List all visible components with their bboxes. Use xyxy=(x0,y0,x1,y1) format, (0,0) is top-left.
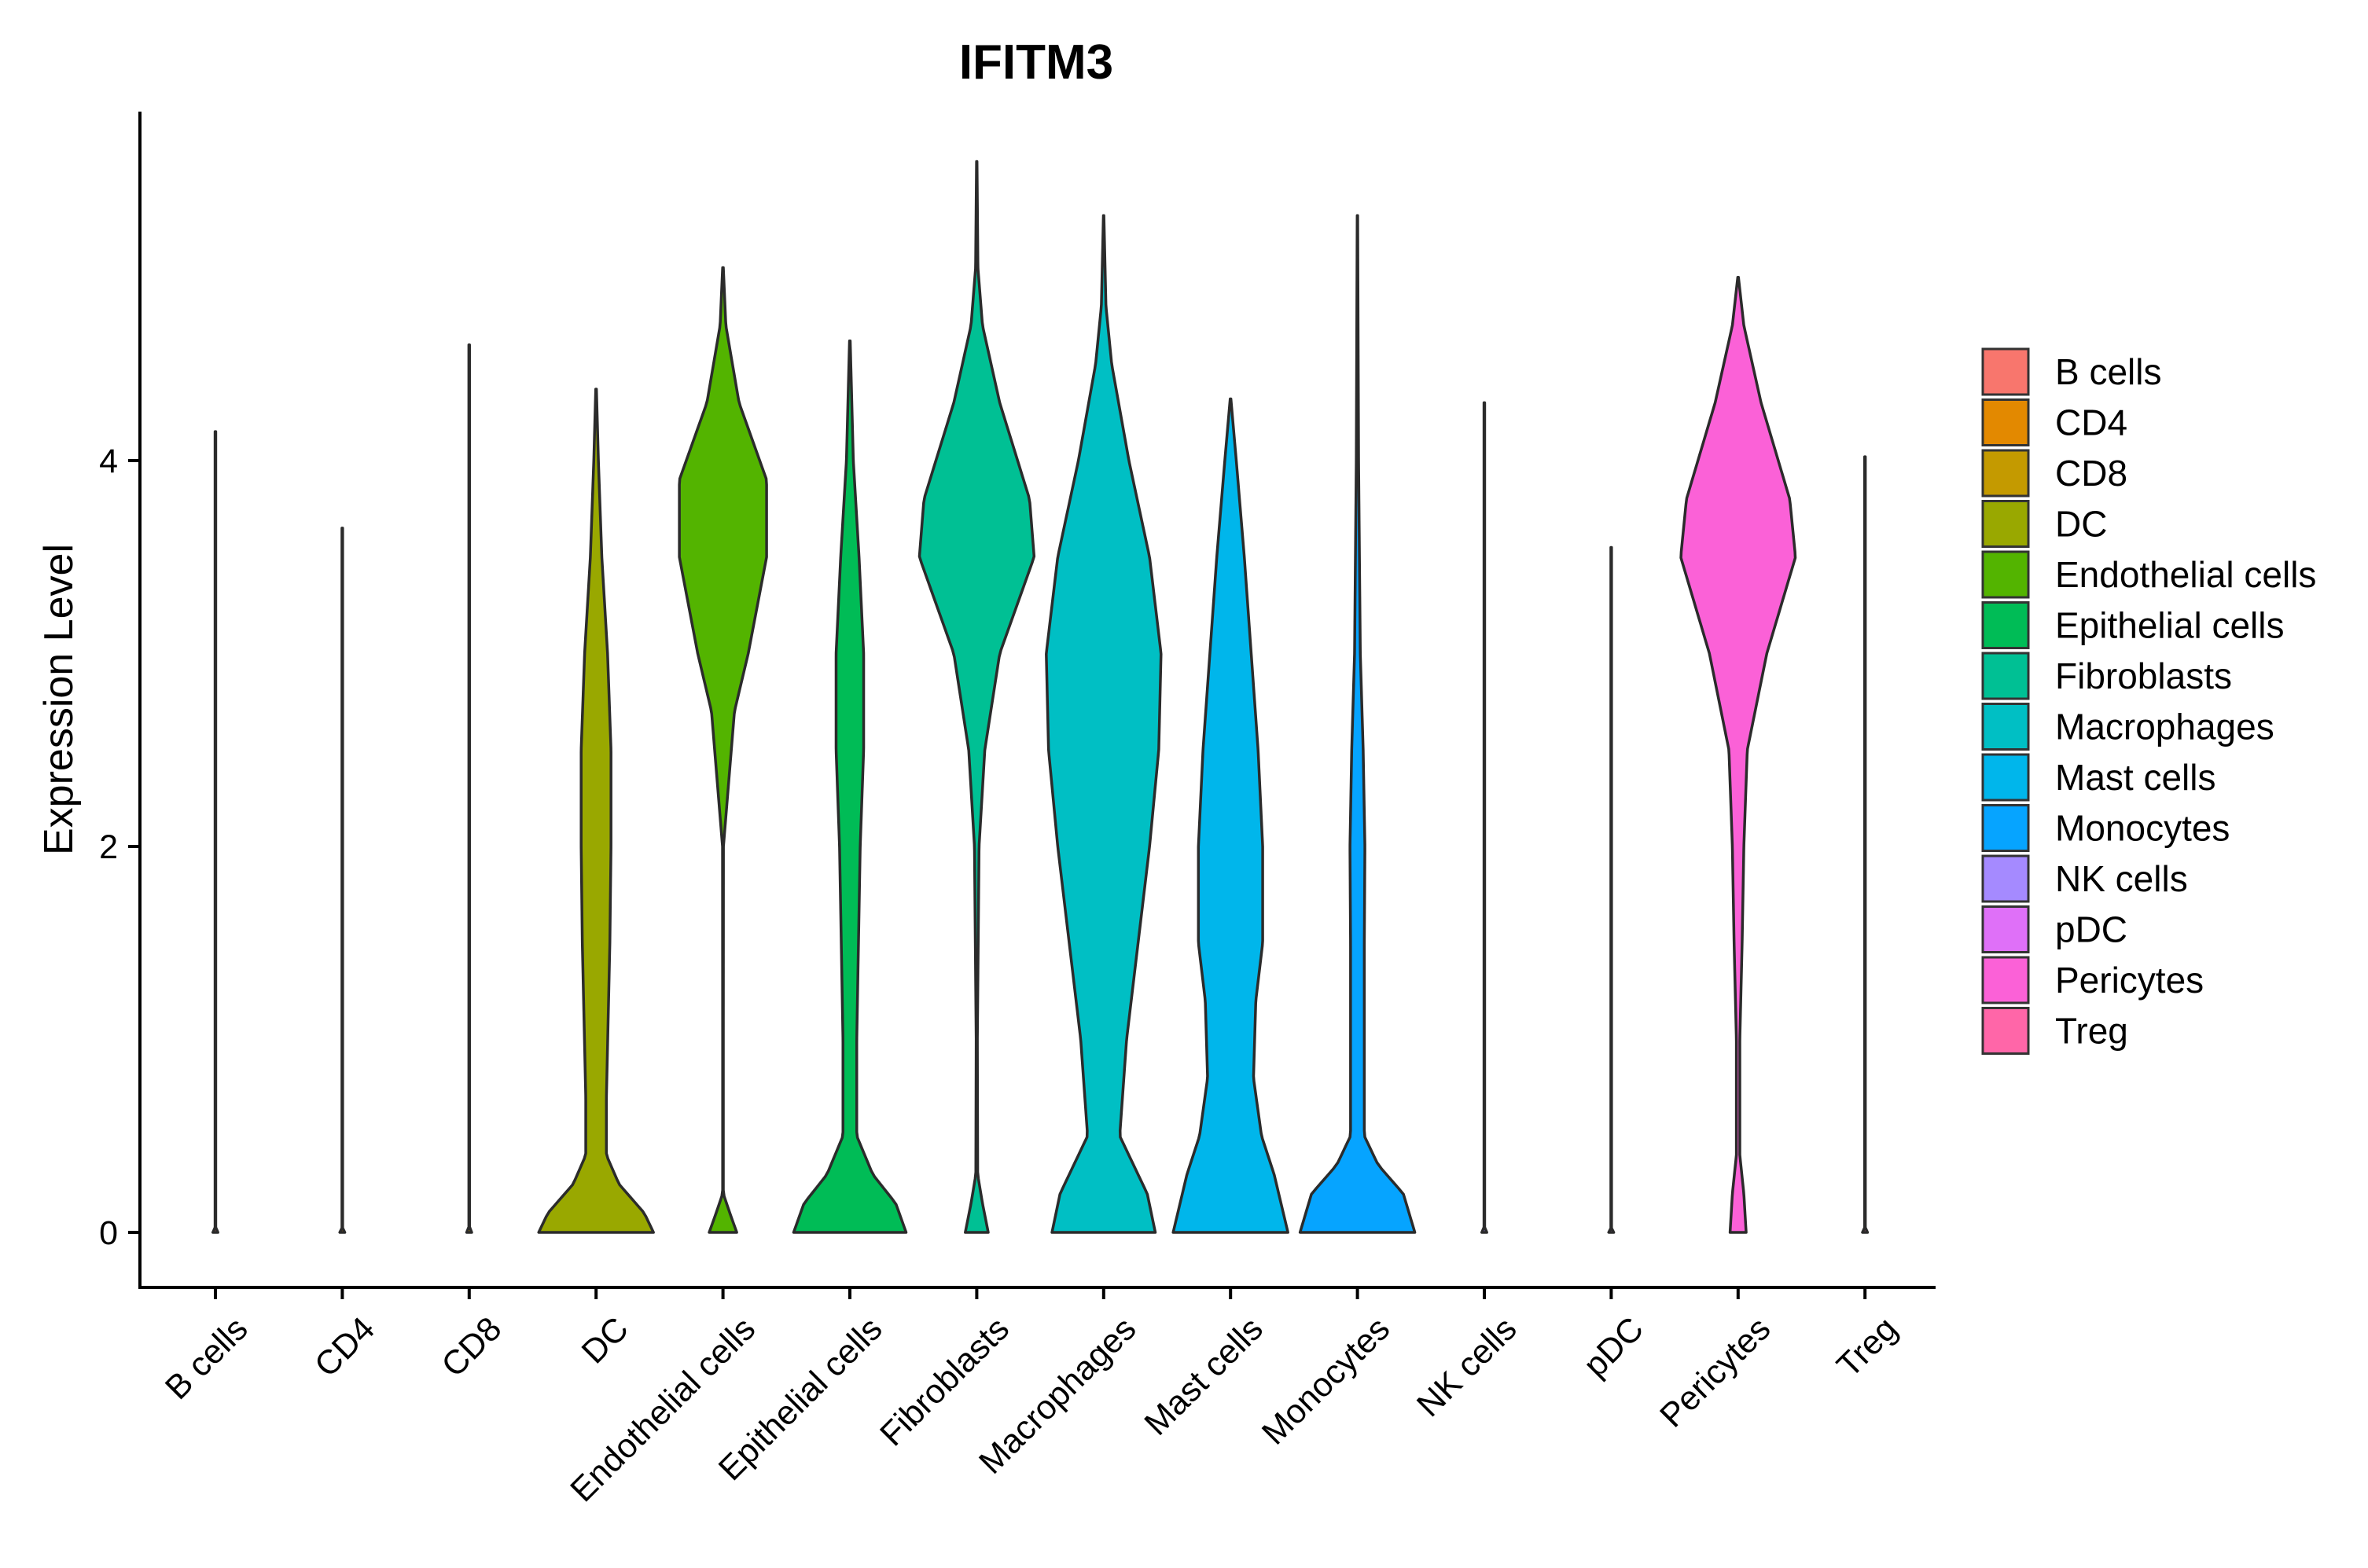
violin-mast-cells xyxy=(1171,397,1289,1234)
legend-key-cd8 xyxy=(1981,449,2030,498)
legend-label-macrophages: Macrophages xyxy=(2055,707,2274,747)
x-tick-label-pericytes: Pericytes xyxy=(1653,1310,1778,1435)
legend-key-b-cells xyxy=(1981,347,2030,396)
x-tick-label-b-cells: B cells xyxy=(158,1310,256,1408)
legend-label-nk-cells: NK cells xyxy=(2055,858,2188,899)
legend-label-dc: DC xyxy=(2055,504,2107,545)
legend-key-mast-cells xyxy=(1981,753,2030,802)
legend-key-dc xyxy=(1981,500,2030,548)
violin-endothelial-cells xyxy=(678,266,768,1234)
legend-key-cd4 xyxy=(1981,398,2030,446)
x-tick-label-pdc: pDC xyxy=(1576,1310,1651,1385)
violin-pericytes xyxy=(1679,276,1797,1234)
legend-label-b-cells: B cells xyxy=(2055,351,2161,392)
legend-label-fibroblasts: Fibroblasts xyxy=(2055,655,2232,696)
chart-title: IFITM3 xyxy=(959,35,1113,90)
legend: B cells CD4 CD8 DC Endothelial cells Epitheli… xyxy=(1981,347,2316,1055)
x-tick-label-dc: DC xyxy=(575,1310,636,1372)
legend-label-pdc: pDC xyxy=(2055,909,2127,950)
y-ticks-group: 0 2 4 xyxy=(99,442,140,1252)
legend-key-pdc xyxy=(1981,905,2030,953)
legend-key-treg xyxy=(1981,1007,2030,1055)
violin-epithelial-cells xyxy=(792,340,908,1234)
violin-macrophages xyxy=(1045,214,1163,1234)
x-tick-label-monocytes: Monocytes xyxy=(1255,1310,1397,1452)
legend-label-endothelial-cells: Endothelial cells xyxy=(2055,554,2316,595)
legend-key-pericytes xyxy=(1981,956,2030,1004)
y-tick-label: 4 xyxy=(99,442,118,480)
violin-b-cells xyxy=(211,430,219,1234)
legend-label-treg: Treg xyxy=(2055,1011,2128,1052)
legend-label-monocytes: Monocytes xyxy=(2055,808,2230,849)
violin-pdc xyxy=(1607,545,1616,1234)
violin-monocytes xyxy=(1298,214,1417,1234)
violin-nk-cells xyxy=(1480,401,1488,1234)
legend-label-epithelial-cells: Epithelial cells xyxy=(2055,605,2284,646)
violin-dc xyxy=(537,387,655,1234)
legend-key-nk-cells xyxy=(1981,854,2030,903)
x-tick-label-nk-cells: NK cells xyxy=(1410,1310,1524,1424)
violin-cd4 xyxy=(338,527,347,1234)
legend-label-pericytes: Pericytes xyxy=(2055,960,2204,1001)
violin-cd8 xyxy=(465,343,473,1234)
y-tick-label: 0 xyxy=(99,1214,118,1252)
y-axis-title: Expression Level xyxy=(36,544,82,855)
x-tick-label-cd4: CD4 xyxy=(307,1310,382,1385)
legend-label-mast-cells: Mast cells xyxy=(2055,757,2215,798)
violin-treg xyxy=(1861,455,1870,1234)
x-tick-label-treg: Treg xyxy=(1829,1310,1904,1385)
legend-label-cd8: CD8 xyxy=(2055,453,2127,494)
y-tick-label: 2 xyxy=(99,828,118,866)
violins-group xyxy=(211,160,1870,1234)
legend-key-monocytes xyxy=(1981,804,2030,852)
x-tick-label-mast-cells: Mast cells xyxy=(1138,1310,1270,1443)
violin-fibroblasts xyxy=(917,160,1036,1234)
legend-key-epithelial-cells xyxy=(1981,601,2030,649)
legend-label-cd4: CD4 xyxy=(2055,402,2127,443)
legend-key-fibroblasts xyxy=(1981,652,2030,700)
x-tick-label-cd8: CD8 xyxy=(435,1310,509,1385)
legend-key-macrophages xyxy=(1981,703,2030,751)
legend-key-endothelial-cells xyxy=(1981,550,2030,599)
